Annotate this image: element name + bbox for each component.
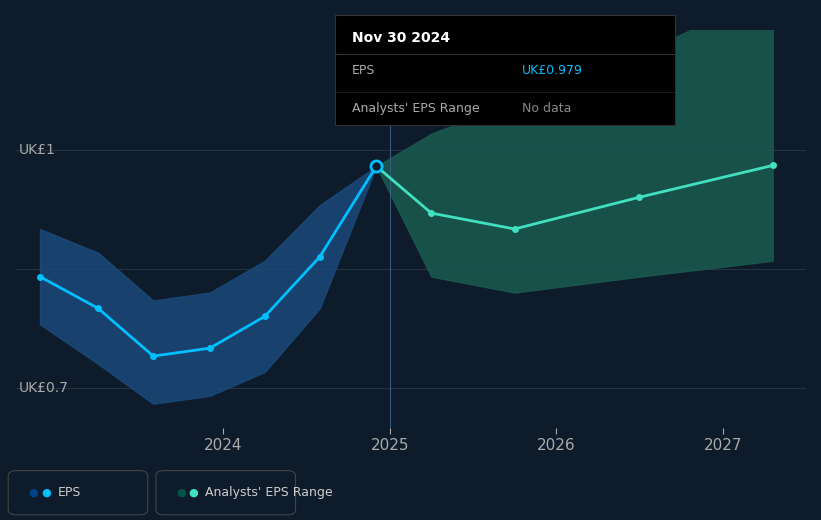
Text: ●: ● bbox=[177, 487, 186, 498]
Text: EPS: EPS bbox=[57, 486, 80, 499]
Text: ●: ● bbox=[189, 487, 199, 498]
Text: Analysts' EPS Range: Analysts' EPS Range bbox=[352, 102, 479, 115]
Text: Analysts' EPS Range: Analysts' EPS Range bbox=[205, 486, 333, 499]
Text: EPS: EPS bbox=[352, 63, 375, 76]
Text: UK£1: UK£1 bbox=[19, 142, 56, 157]
Text: ●: ● bbox=[41, 487, 51, 498]
Bar bbox=[15, 30, 390, 427]
Text: Actual: Actual bbox=[344, 15, 386, 28]
Text: Nov 30 2024: Nov 30 2024 bbox=[352, 32, 450, 45]
Text: UK£0.7: UK£0.7 bbox=[19, 381, 69, 395]
Text: ●: ● bbox=[29, 487, 39, 498]
Text: Analysts Forecasts: Analysts Forecasts bbox=[393, 15, 517, 28]
Text: No data: No data bbox=[522, 102, 571, 115]
Text: UK£0.979: UK£0.979 bbox=[522, 63, 583, 76]
